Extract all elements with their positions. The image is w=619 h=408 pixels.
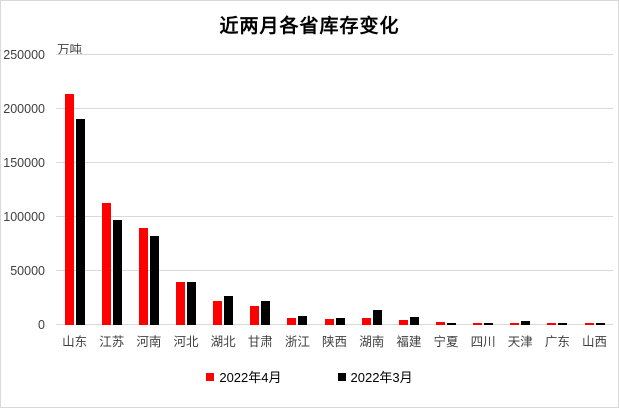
bar-甘肃-2022年4月 (250, 305, 260, 325)
bar-河北-2022年4月 (175, 281, 185, 325)
bar-福建-2022年4月 (398, 319, 408, 325)
bar-group-广东 (539, 55, 576, 325)
bar-陕西-2022年4月 (324, 319, 334, 325)
bar-广东-2022年4月 (547, 322, 557, 325)
y-tick-label: 0 (38, 318, 45, 332)
bar-group-天津 (502, 55, 539, 325)
gridline (56, 270, 613, 271)
y-tick-label: 50000 (10, 264, 45, 278)
bar-group-陕西 (316, 55, 353, 325)
bar-福建-2022年3月 (409, 317, 419, 325)
legend-label: 2022年3月 (350, 370, 413, 385)
legend: 2022年4月 2022年3月 (1, 367, 618, 386)
legend-swatch-icon (206, 372, 215, 381)
bar-四川-2022年4月 (473, 322, 483, 325)
bar-宁夏-2022年4月 (435, 321, 445, 325)
x-axis-label-福建: 福建 (396, 335, 422, 349)
bar-group-四川 (465, 55, 502, 325)
x-axis-label-天津: 天津 (507, 335, 533, 349)
x-axis-label-宁夏: 宁夏 (433, 335, 459, 349)
gridline (56, 324, 613, 325)
bar-group-福建 (390, 55, 427, 325)
bar-group-河北 (167, 55, 204, 325)
y-tick-label: 200000 (3, 102, 45, 116)
legend-item-2022年3月: 2022年3月 (337, 367, 413, 386)
bar-group-浙江 (279, 55, 316, 325)
bar-湖南-2022年4月 (361, 317, 371, 325)
bar-group-山东 (56, 55, 93, 325)
plot-area (56, 54, 613, 325)
legend-label: 2022年4月 (219, 370, 282, 385)
y-tick-label: 250000 (3, 48, 45, 62)
legend-swatch-icon (337, 372, 346, 381)
x-axis-label-河北: 河北 (173, 335, 199, 349)
bar-group-河南 (130, 55, 167, 325)
x-axis-label-四川: 四川 (470, 335, 496, 349)
chart-title: 近两月各省库存变化 (219, 16, 400, 37)
bar-group-宁夏 (427, 55, 464, 325)
gridline (56, 162, 613, 163)
bar-浙江-2022年4月 (287, 317, 297, 325)
x-axis-label-广东: 广东 (544, 335, 570, 349)
bar-湖北-2022年4月 (213, 301, 223, 325)
bars-row (56, 55, 613, 325)
bar-山东-2022年4月 (64, 93, 74, 325)
x-axis-label-湖南: 湖南 (359, 335, 385, 349)
y-tick-label: 150000 (3, 156, 45, 170)
bar-江苏-2022年4月 (101, 202, 111, 325)
gridline (56, 216, 613, 217)
bar-陕西-2022年3月 (335, 317, 345, 325)
x-axis-label-山东: 山东 (62, 335, 88, 349)
bar-天津-2022年3月 (521, 321, 531, 325)
bar-河南-2022年3月 (149, 236, 159, 325)
bar-浙江-2022年3月 (298, 315, 308, 325)
bar-group-湖北 (205, 55, 242, 325)
x-axis-label-河南: 河南 (136, 335, 162, 349)
y-tick-label: 100000 (3, 210, 45, 224)
bar-湖南-2022年3月 (372, 310, 382, 325)
x-axis-label-陕西: 陕西 (322, 335, 348, 349)
bar-group-山西 (576, 55, 613, 325)
bar-山东-2022年3月 (75, 118, 85, 325)
x-axis-label-江苏: 江苏 (99, 335, 125, 349)
bar-江苏-2022年3月 (112, 220, 122, 325)
bar-四川-2022年3月 (484, 323, 494, 325)
y-axis-unit-label: 万吨 (57, 43, 83, 57)
bar-宁夏-2022年3月 (446, 322, 456, 325)
bar-甘肃-2022年3月 (261, 301, 271, 325)
bar-天津-2022年4月 (510, 322, 520, 325)
x-axis-label-浙江: 浙江 (284, 335, 310, 349)
bar-广东-2022年3月 (558, 323, 568, 325)
bar-group-甘肃 (242, 55, 279, 325)
bar-group-湖南 (353, 55, 390, 325)
gridline (56, 54, 613, 55)
bar-湖北-2022年3月 (224, 296, 234, 325)
bar-河南-2022年4月 (138, 227, 148, 325)
legend-item-2022年4月: 2022年4月 (206, 367, 282, 386)
bar-河北-2022年3月 (186, 281, 196, 325)
gridlines (56, 54, 613, 325)
x-axis-label-甘肃: 甘肃 (247, 335, 273, 349)
gridline (56, 108, 613, 109)
x-axis-label-湖北: 湖北 (210, 335, 236, 349)
y-axis-labels: 0 50000 100000 150000 200000 250000 (1, 48, 48, 332)
bar-group-江苏 (93, 55, 130, 325)
bar-山西-2022年3月 (595, 323, 605, 325)
x-axis-labels: 山东 江苏 河南 河北 湖北 甘肃 浙江 陕西 湖南 福建 宁夏 四川 天津 广东 山西 (56, 331, 613, 350)
x-axis-label-山西: 山西 (582, 335, 608, 349)
bar-山西-2022年4月 (584, 322, 594, 325)
